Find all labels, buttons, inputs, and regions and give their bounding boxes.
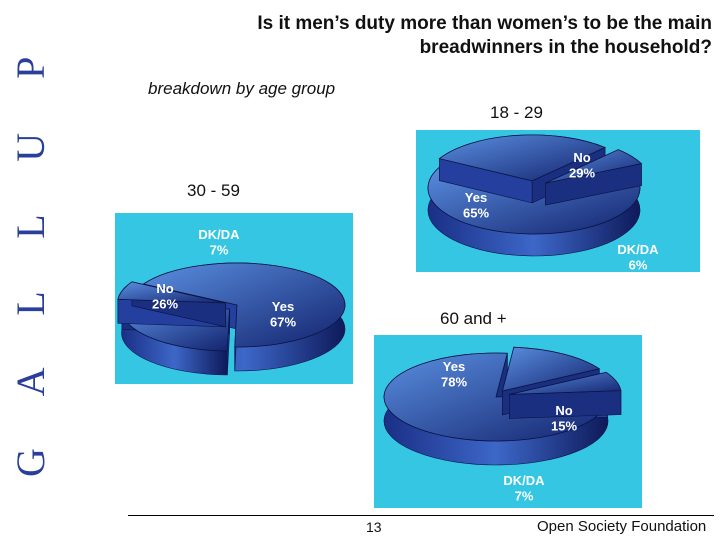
group-label-30-59: 30 - 59	[187, 181, 240, 200]
pie-slice-dkda	[117, 281, 226, 328]
page-number: 13	[366, 519, 382, 535]
pie-chart-30-59: Yes 67% No 26% DK/DA 7%	[117, 227, 346, 376]
organization-name: Open Society Foundation	[537, 518, 707, 535]
gallup-logo: G A L L U P	[14, 35, 50, 477]
footer-divider	[128, 515, 714, 516]
slice-label-yes: Yes 65%	[463, 190, 489, 221]
pie-slice-dkda	[509, 371, 622, 419]
slice-label-no: No 26%	[152, 281, 178, 312]
pie-slice-yes	[142, 262, 346, 372]
gallup-logo-text: G A L L U P	[14, 35, 50, 477]
slice-label-dkda: DK/DA 7%	[503, 473, 545, 504]
group-label-60-plus: 60 and +	[440, 309, 507, 328]
slice-label-yes: Yes 67%	[270, 299, 296, 330]
slice-label-dkda: DK/DA 6%	[617, 242, 659, 273]
slice-label-dkda: DK/DA 7%	[198, 227, 240, 258]
slide-subtitle: breakdown by age group	[148, 79, 336, 98]
slice-label-yes: Yes 78%	[441, 359, 467, 390]
slide-title-line-2: breadwinners in the household?	[419, 37, 712, 58]
slide-title: Is it men’s duty more than women’s to be…	[140, 12, 712, 60]
pie-chart-18-29: Yes 65% No 29% DK/DA 6%	[427, 134, 659, 273]
pie-slice-dkda	[545, 149, 643, 206]
slice-label-no: No 29%	[569, 150, 595, 181]
pie-chart-60-plus: Yes 78% No 15% DK/DA 7%	[383, 346, 622, 504]
slice-label-no: No 15%	[551, 403, 577, 434]
group-label-18-29: 18 - 29	[490, 103, 543, 122]
slide-title-line-1: Is it men’s duty more than women’s to be…	[257, 13, 712, 34]
